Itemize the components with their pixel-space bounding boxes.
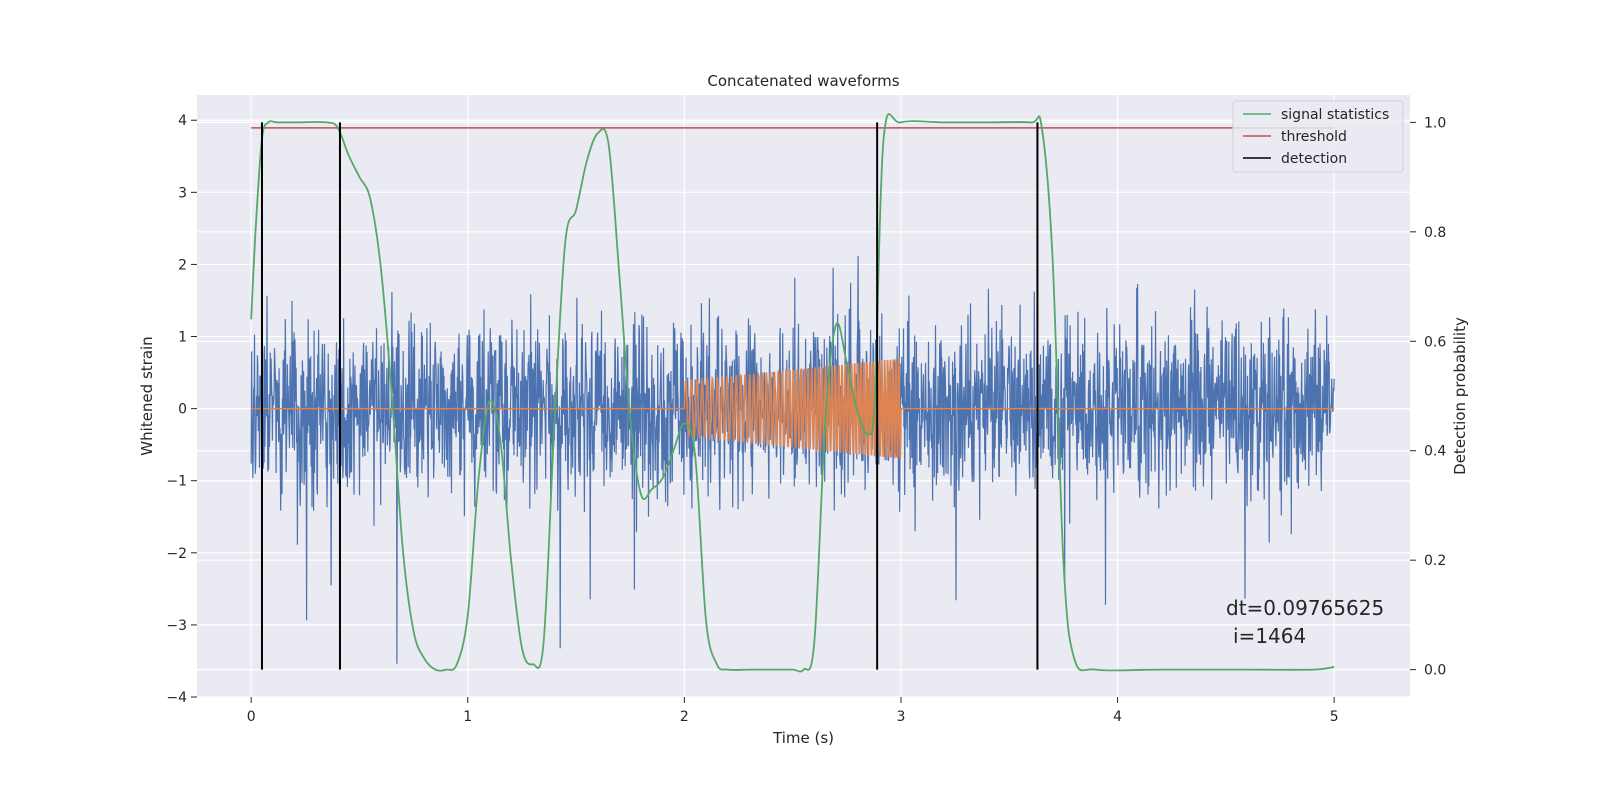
y-tick-label: 3	[178, 185, 187, 201]
right-y-tick-label: 0.8	[1424, 225, 1446, 241]
y-tick-label: 1	[178, 330, 187, 346]
right-y-tick-label: 0.4	[1424, 444, 1446, 460]
right-y-axis-ticks: 0.0 0.2 0.4 0.6 0.8 1.0	[1410, 115, 1446, 679]
y-axis-ticks: −4 −3 −2 −1 0 1 2 3 4	[166, 113, 197, 706]
y-axis-label: Whitened strain	[138, 336, 156, 455]
x-tick-label: 4	[1113, 709, 1122, 725]
legend-entry-threshold: threshold	[1281, 129, 1347, 145]
right-y-tick-label: 1.0	[1424, 115, 1446, 131]
signal-statistics-line	[250, 113, 1335, 673]
y-tick-label: −2	[166, 546, 187, 562]
y-tick-label: 2	[178, 257, 187, 273]
x-tick-label: 5	[1330, 709, 1339, 725]
x-axis-label: Time (s)	[772, 729, 834, 747]
injection-series	[251, 358, 1335, 459]
y-tick-label: 4	[178, 113, 187, 129]
right-y-tick-label: 0.0	[1424, 663, 1446, 679]
x-tick-label: 1	[463, 709, 472, 725]
y-tick-label: −3	[166, 618, 187, 634]
legend-entry-detection: detection	[1281, 151, 1347, 167]
right-y-tick-label: 0.6	[1424, 334, 1446, 350]
y-tick-label: 0	[178, 402, 187, 418]
legend: signal statistics threshold detection	[1232, 100, 1404, 173]
y-tick-label: −4	[166, 690, 187, 706]
legend-box	[1232, 100, 1404, 173]
detection-series	[260, 122, 1039, 670]
chart-title: Concatenated waveforms	[707, 72, 899, 90]
x-tick-label: 0	[247, 709, 256, 725]
right-y-axis-label: Detection probability	[1451, 317, 1469, 475]
injection-waveform	[251, 358, 1335, 459]
annotation-index: i=1464	[1233, 624, 1306, 648]
legend-entry-signal-statistics: signal statistics	[1281, 107, 1389, 123]
x-tick-label: 2	[680, 709, 689, 725]
annotation-dt: dt=0.09765625	[1226, 596, 1384, 620]
signal-statistics-series	[250, 113, 1335, 673]
y-tick-label: −1	[166, 474, 187, 490]
right-y-tick-label: 0.2	[1424, 553, 1446, 569]
x-tick-label: 3	[897, 709, 906, 725]
x-axis-ticks: 0 1 2 3 4 5	[247, 697, 1339, 725]
